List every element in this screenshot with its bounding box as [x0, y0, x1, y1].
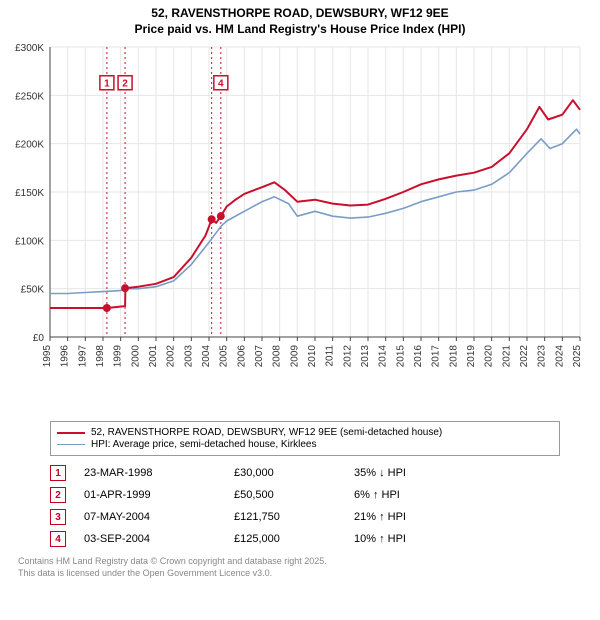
sale-diff: 6% ↑ HPI — [354, 489, 474, 501]
chart-area: £0 £50K £100K £150K £200K £250K £300K 1995 1996 1… — [0, 37, 600, 417]
svg-text:2024: 2024 — [554, 345, 565, 368]
sale-date: 07-MAY-2004 — [84, 511, 234, 523]
svg-text:2009: 2009 — [289, 345, 300, 368]
svg-text:2022: 2022 — [519, 345, 530, 368]
svg-text:2013: 2013 — [360, 345, 371, 368]
svg-text:£0: £0 — [33, 333, 45, 344]
svg-text:2000: 2000 — [130, 345, 141, 368]
svg-text:2001: 2001 — [148, 345, 159, 368]
sale-marker-box: 3 — [50, 509, 66, 525]
svg-text:£100K: £100K — [15, 237, 44, 248]
title-line-1: 52, RAVENSTHORPE ROAD, DEWSBURY, WF12 9E… — [0, 6, 600, 22]
sale-price: £50,500 — [234, 489, 354, 501]
sale-diff: 35% ↓ HPI — [354, 467, 474, 479]
svg-text:4: 4 — [218, 78, 224, 89]
sale-marker-box: 4 — [50, 531, 66, 547]
svg-text:2016: 2016 — [413, 345, 424, 368]
footer-line-1: Contains HM Land Registry data © Crown c… — [18, 556, 600, 568]
svg-text:2: 2 — [122, 78, 128, 89]
svg-text:2014: 2014 — [378, 345, 389, 368]
svg-text:£150K: £150K — [15, 188, 44, 199]
svg-text:£250K: £250K — [15, 92, 44, 103]
svg-text:2017: 2017 — [431, 345, 442, 368]
svg-text:1998: 1998 — [95, 345, 106, 368]
sale-price: £30,000 — [234, 467, 354, 479]
title-line-2: Price paid vs. HM Land Registry's House … — [0, 22, 600, 38]
svg-text:2005: 2005 — [219, 345, 230, 368]
svg-text:£300K: £300K — [15, 43, 44, 54]
svg-text:2011: 2011 — [325, 345, 336, 367]
sales-row: 2 01-APR-1999£50,5006% ↑ HPI — [50, 484, 600, 506]
svg-text:2006: 2006 — [236, 345, 247, 368]
sales-row: 1 23-MAR-1998£30,00035% ↓ HPI — [50, 462, 600, 484]
svg-text:1995: 1995 — [42, 345, 53, 368]
legend-label: HPI: Average price, semi-detached house,… — [91, 439, 317, 450]
sale-diff: 10% ↑ HPI — [354, 533, 474, 545]
svg-text:£200K: £200K — [15, 140, 44, 151]
sale-date: 23-MAR-1998 — [84, 467, 234, 479]
svg-text:£50K: £50K — [21, 285, 45, 296]
legend-swatch — [57, 444, 85, 445]
svg-text:1996: 1996 — [60, 345, 71, 368]
svg-text:2018: 2018 — [448, 345, 459, 368]
svg-text:2012: 2012 — [342, 345, 353, 368]
sales-row: 4 03-SEP-2004£125,00010% ↑ HPI — [50, 528, 600, 550]
svg-text:1999: 1999 — [113, 345, 124, 368]
sale-price: £125,000 — [234, 533, 354, 545]
footer-attribution: Contains HM Land Registry data © Crown c… — [18, 556, 600, 579]
sale-marker-box: 2 — [50, 487, 66, 503]
svg-text:2023: 2023 — [537, 345, 548, 368]
legend-swatch — [57, 432, 85, 434]
svg-text:2021: 2021 — [501, 345, 512, 368]
footer-line-2: This data is licensed under the Open Gov… — [18, 568, 600, 580]
sale-date: 01-APR-1999 — [84, 489, 234, 501]
legend: 52, RAVENSTHORPE ROAD, DEWSBURY, WF12 9E… — [50, 421, 560, 456]
sale-date: 03-SEP-2004 — [84, 533, 234, 545]
svg-text:2007: 2007 — [254, 345, 265, 368]
svg-text:1: 1 — [104, 78, 110, 89]
svg-text:2025: 2025 — [572, 345, 583, 368]
legend-label: 52, RAVENSTHORPE ROAD, DEWSBURY, WF12 9E… — [91, 427, 442, 438]
svg-text:2003: 2003 — [183, 345, 194, 368]
svg-text:2002: 2002 — [166, 345, 177, 368]
svg-text:2020: 2020 — [484, 345, 495, 368]
legend-item: HPI: Average price, semi-detached house,… — [57, 439, 553, 450]
svg-text:2008: 2008 — [272, 345, 283, 368]
svg-text:2019: 2019 — [466, 345, 477, 368]
legend-item: 52, RAVENSTHORPE ROAD, DEWSBURY, WF12 9E… — [57, 427, 553, 438]
sales-table: 1 23-MAR-1998£30,00035% ↓ HPI 2 01-APR-1999… — [50, 462, 600, 550]
sale-marker-box: 1 — [50, 465, 66, 481]
svg-text:2010: 2010 — [307, 345, 318, 368]
svg-text:1997: 1997 — [77, 345, 88, 368]
sale-diff: 21% ↑ HPI — [354, 511, 474, 523]
sale-price: £121,750 — [234, 511, 354, 523]
svg-text:2004: 2004 — [201, 345, 212, 368]
svg-text:2015: 2015 — [395, 345, 406, 368]
chart-svg: £0 £50K £100K £150K £200K £250K £300K 1995 1996 1… — [0, 37, 600, 417]
sales-row: 3 07-MAY-2004£121,75021% ↑ HPI — [50, 506, 600, 528]
chart-title: 52, RAVENSTHORPE ROAD, DEWSBURY, WF12 9E… — [0, 0, 600, 37]
